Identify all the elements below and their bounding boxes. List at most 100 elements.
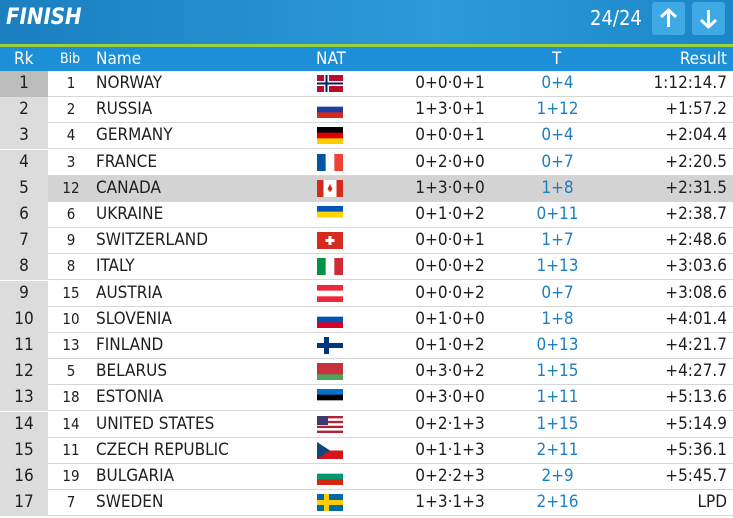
- shooting: 0+2·0+0: [415, 151, 485, 172]
- penalty-time: 0+13: [536, 335, 579, 355]
- flag: [317, 258, 343, 276]
- rank-cell: [0, 333, 48, 359]
- penalty-time: 0+4: [541, 73, 574, 93]
- result-row: 14 14 UNITED STATES 0+2·1+3 1+15 +5:14.9: [0, 411, 733, 438]
- penalty-time: 1+7: [541, 230, 574, 251]
- column-label: NAT: [316, 49, 346, 69]
- shooting: 0+2·1+3: [415, 413, 485, 434]
- flag: [317, 127, 343, 145]
- rank-cell: [0, 437, 48, 464]
- rank: 11: [14, 335, 34, 355]
- bib: 5: [66, 362, 76, 381]
- penalty-time: 1+13: [536, 256, 579, 277]
- bib: 2: [66, 100, 76, 119]
- bib: 11: [62, 440, 80, 459]
- flag: [317, 415, 343, 433]
- rank: 1: [19, 73, 29, 93]
- rank-cell: [0, 490, 48, 517]
- rank-cell: [0, 306, 48, 333]
- shooting: 0+1·0+2: [415, 335, 485, 355]
- penalty-time: 0+7: [541, 151, 574, 172]
- flag: [317, 441, 343, 459]
- nation-name: CANADA: [96, 177, 161, 198]
- shooting: 1+3·0+1: [415, 99, 485, 120]
- flag: [317, 153, 343, 171]
- rank: 9: [19, 282, 29, 303]
- result-row: 7 9 SWITZERLAND 0+0·0+1 1+7 +2:48.6: [0, 228, 733, 255]
- down-button[interactable]: [692, 2, 725, 35]
- flag: [317, 101, 343, 119]
- rank-cell: [0, 385, 48, 412]
- rank: 4: [19, 151, 29, 172]
- result: +5:45.7: [665, 466, 727, 486]
- penalty-time: 1+11: [536, 387, 579, 408]
- result-row: 4 3 FRANCE 0+2·0+0 0+7 +2:20.5: [0, 149, 733, 176]
- nation-name: FINLAND: [96, 335, 164, 355]
- up-icon: [659, 7, 678, 27]
- nation-name: CZECH REPUBLIC: [96, 439, 229, 460]
- result-row: 17 7 SWEDEN 1+3·1+3 2+16 LPD: [0, 490, 733, 517]
- result: +2:48.6: [665, 230, 727, 251]
- penalty-time: 1+15: [536, 361, 579, 382]
- flag: [317, 310, 343, 328]
- result-row: 10 10 SLOVENIA 0+1·0+0 1+8 +4:01.4: [0, 306, 733, 333]
- result: +5:36.1: [665, 439, 727, 460]
- shooting: 0+2·2+3: [415, 466, 485, 486]
- flag: [317, 363, 343, 381]
- nation-name: UKRAINE: [96, 204, 164, 224]
- shooting: 1+3·0+0: [415, 177, 485, 198]
- result: +3:08.6: [665, 282, 727, 303]
- flag: [317, 494, 343, 512]
- bib: 9: [66, 231, 76, 250]
- rank-cell: [0, 202, 48, 228]
- bib: 13: [62, 336, 80, 354]
- penalty-time: 2+16: [536, 492, 579, 513]
- column-label: T: [552, 49, 562, 69]
- shooting: 0+0·0+2: [415, 256, 485, 277]
- result: 1:12:14.7: [653, 73, 727, 93]
- result-row: 5 12 CANADA 1+3·0+0 1+8 +2:31.5: [0, 175, 733, 202]
- result-row: 11 13 FINLAND 0+1·0+2 0+13 +4:21.7: [0, 333, 733, 359]
- nation-name: ITALY: [96, 256, 135, 277]
- bib: 19: [62, 467, 80, 485]
- penalty-time: 1+15: [536, 413, 579, 434]
- up-button[interactable]: [652, 2, 685, 35]
- flag: [317, 179, 343, 197]
- rank: 14: [14, 413, 34, 434]
- flag: [317, 389, 343, 407]
- penalty-time: 0+11: [536, 204, 579, 224]
- result-row: 16 19 BULGARIA 0+2·2+3 2+9 +5:45.7: [0, 464, 733, 490]
- flag: [317, 232, 343, 250]
- nation-name: AUSTRIA: [96, 282, 163, 303]
- nation-name: FRANCE: [96, 151, 157, 172]
- nation-name: NORWAY: [96, 73, 163, 93]
- flag: [317, 337, 343, 354]
- result: +2:20.5: [665, 151, 727, 172]
- result-row: 2 2 RUSSIA 1+3·0+1 1+12 +1:57.2: [0, 97, 733, 124]
- bib: 15: [62, 283, 80, 302]
- bib: 10: [62, 309, 80, 328]
- penalty-time: 2+11: [536, 439, 579, 460]
- rank-cell: [0, 149, 48, 176]
- rank-cell: [0, 254, 48, 281]
- shooting: 1+3·1+3: [415, 492, 485, 513]
- bib: 14: [62, 414, 80, 433]
- flag: [317, 75, 343, 92]
- rank: 3: [19, 125, 29, 146]
- nation-name: SWEDEN: [96, 492, 164, 513]
- result-row: 6 6 UKRAINE 0+1·0+2 0+11 +2:38.7: [0, 202, 733, 228]
- rank: 16: [14, 466, 34, 486]
- result: +2:04.4: [665, 125, 727, 146]
- penalty-time: 0+4: [541, 125, 574, 146]
- rank: 7: [19, 230, 29, 251]
- result: +4:01.4: [665, 308, 727, 329]
- shooting: 0+1·0+0: [415, 308, 485, 329]
- rank-cell: [0, 228, 48, 255]
- shooting: 0+0·0+2: [415, 282, 485, 303]
- screen-title: FINISH: [6, 5, 82, 30]
- result-row: 1 1 NORWAY 0+0·0+1 0+4 1:12:14.7: [0, 71, 733, 97]
- result: +4:27.7: [665, 361, 727, 382]
- bib: 6: [66, 205, 76, 223]
- result: +5:14.9: [665, 413, 727, 434]
